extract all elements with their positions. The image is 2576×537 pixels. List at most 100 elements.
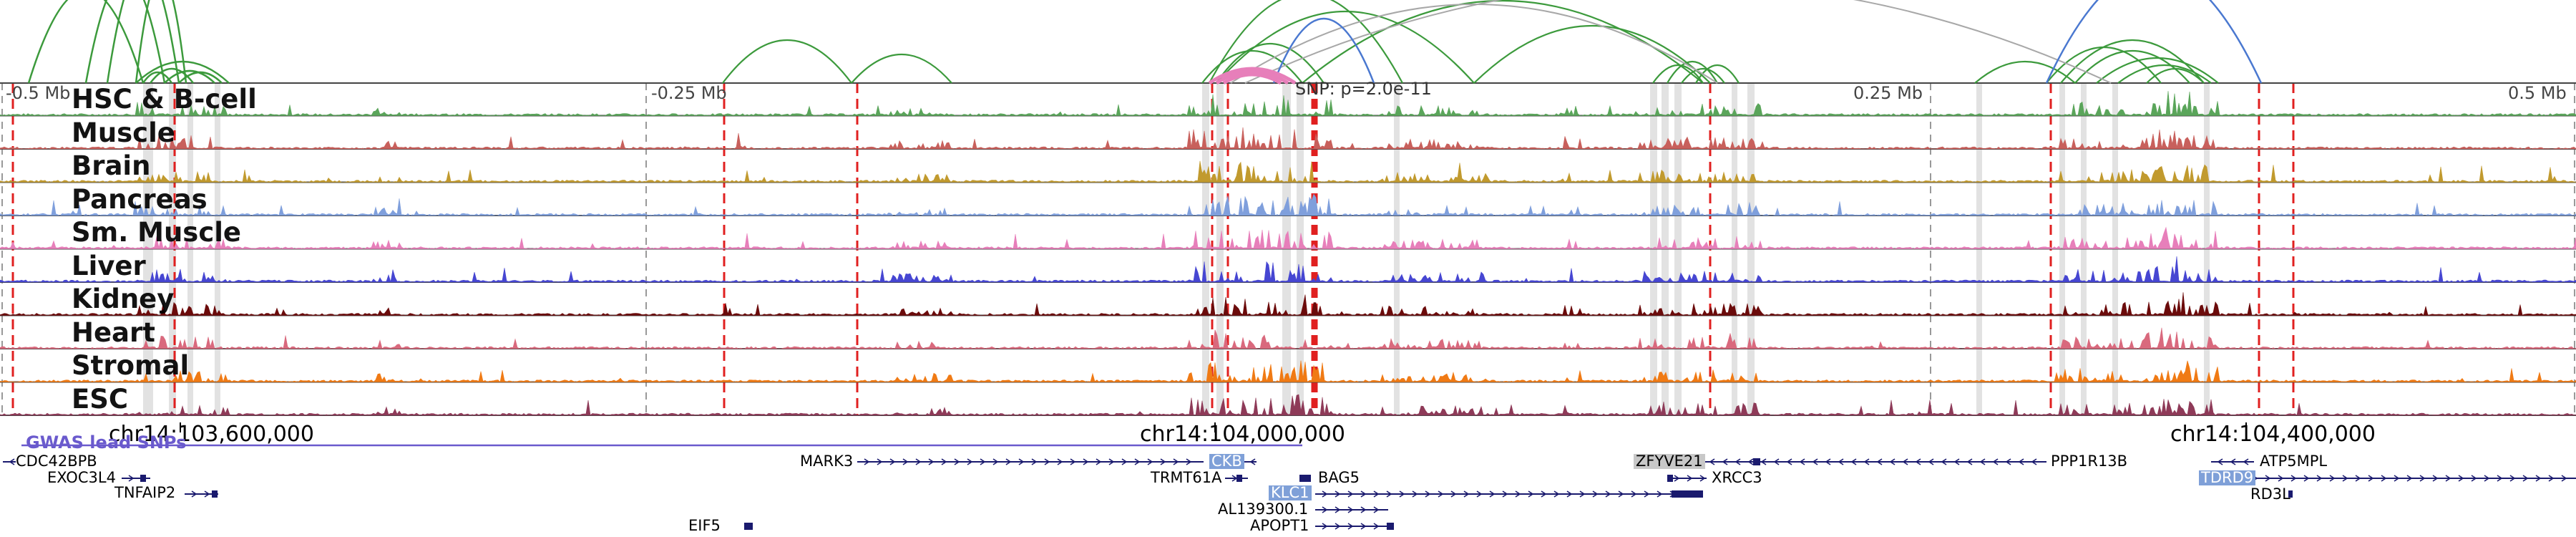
gene-strand-arrow bbox=[2522, 475, 2529, 482]
gene-label-apopt1: APOPT1 bbox=[1250, 517, 1309, 534]
track-signal bbox=[0, 193, 2576, 217]
loop-arc-gray bbox=[1230, 4, 1718, 84]
gene-strand-arrow bbox=[1579, 490, 1586, 498]
gene-strand-arrow bbox=[2458, 475, 2464, 482]
gene-strand-arrow bbox=[128, 475, 135, 482]
gene-exon bbox=[1667, 475, 1673, 482]
loop-arc bbox=[84, 0, 166, 84]
gene-strand-arrow bbox=[1347, 506, 1354, 513]
gene-strand-arrow bbox=[1553, 490, 1560, 498]
loop-arc bbox=[135, 0, 187, 84]
loop-arc bbox=[178, 71, 223, 84]
gene-label-cdc42bpb: CDC42BPB bbox=[16, 453, 97, 470]
gene-strand-arrow bbox=[954, 458, 960, 465]
track-label-esc: ESC bbox=[72, 384, 129, 415]
gwas-lead-snps-label: GWAS lead SNPs bbox=[26, 432, 187, 453]
loop-arc-pink bbox=[1215, 69, 1289, 85]
gene-strand-arrow bbox=[2217, 458, 2223, 465]
gene-strand-arrow bbox=[2342, 475, 2348, 482]
gene-strand-arrow bbox=[2445, 475, 2451, 482]
gene-strand-arrow bbox=[1347, 523, 1354, 530]
gene-strand-arrow bbox=[1528, 490, 1534, 498]
loop-arc-gray bbox=[1244, 0, 2112, 84]
gene-strand-arrow bbox=[1889, 458, 1896, 465]
gene-strand-arrow bbox=[889, 458, 896, 465]
gene-label-ckb: CKB bbox=[1209, 454, 1244, 469]
gene-strand-arrow bbox=[1747, 458, 1754, 465]
gene-strand-arrow bbox=[1760, 458, 1767, 465]
loop-arc bbox=[2117, 64, 2212, 84]
gene-strand-arrow bbox=[1992, 458, 1999, 465]
gene-strand-arrow bbox=[1915, 458, 1921, 465]
gene-strand-arrow bbox=[864, 458, 870, 465]
gene-strand-arrow bbox=[1489, 490, 1496, 498]
gene-strand-arrow bbox=[1902, 458, 1908, 465]
gene-strand-arrow bbox=[1618, 490, 1624, 498]
gene-label-klc1: KLC1 bbox=[1269, 485, 1312, 500]
gene-rd3l-exon bbox=[2288, 490, 2293, 498]
loop-arc bbox=[135, 60, 230, 84]
gene-exon bbox=[1753, 458, 1760, 465]
track-label-sm-muscle: Sm. Muscle bbox=[72, 217, 242, 248]
track-label-muscle: Muscle bbox=[72, 117, 175, 148]
track-label-kidney: Kidney bbox=[72, 284, 175, 314]
gene-strand-arrow bbox=[1722, 458, 1728, 465]
loop-arc bbox=[164, 69, 215, 84]
gene-strand-arrow bbox=[1057, 458, 1063, 465]
track-label-stromal: Stromal bbox=[72, 350, 190, 381]
track-label-brain: Brain bbox=[72, 150, 151, 181]
loop-arc bbox=[1473, 25, 1711, 84]
gene-strand-arrow bbox=[1838, 458, 1844, 465]
gene-strand-arrow bbox=[1450, 490, 1457, 498]
gene-strand-arrow bbox=[1412, 490, 1418, 498]
track-signal bbox=[0, 127, 2576, 150]
gene-strand-arrow bbox=[1644, 490, 1650, 498]
gene-strand-arrow bbox=[1347, 490, 1354, 498]
gene-strand-arrow bbox=[1373, 523, 1380, 530]
gene-strand-arrow bbox=[1541, 490, 1547, 498]
gene-label-eif5: EIF5 bbox=[688, 517, 721, 534]
loop-arc bbox=[851, 53, 952, 84]
gene-strand-arrow bbox=[1031, 458, 1038, 465]
gene-label-tnfaip2: TNFAIP2 bbox=[114, 484, 176, 501]
gene-strand-arrow bbox=[1476, 490, 1483, 498]
gene-exon bbox=[1672, 490, 1703, 498]
gene-label-zfyve21: ZFYVE21 bbox=[1634, 454, 1705, 469]
gene-strand-arrow bbox=[1083, 458, 1089, 465]
scale-left-mid: -0.25 Mb bbox=[651, 83, 727, 103]
gene-strand-arrow bbox=[1108, 458, 1115, 465]
loop-arc bbox=[1667, 61, 1718, 84]
loop-arc bbox=[2146, 68, 2205, 84]
gene-exon bbox=[1236, 475, 1242, 482]
gene-strand-arrow bbox=[2432, 475, 2439, 482]
gene-strand-arrow bbox=[2265, 475, 2271, 482]
gene-strand-arrow bbox=[1799, 458, 1805, 465]
gene-strand-arrow bbox=[204, 490, 210, 498]
track-signal bbox=[0, 160, 2576, 183]
loop-arc-blue bbox=[2045, 0, 2263, 84]
gene-strand-arrow bbox=[2230, 458, 2236, 465]
loop-arc-pink bbox=[1222, 72, 1282, 85]
gene-strand-arrow bbox=[980, 458, 986, 465]
gene-strand-arrow bbox=[2497, 475, 2503, 482]
gene-label-trmt61a: TRMT61A bbox=[1151, 469, 1222, 486]
gene-strand-arrow bbox=[1360, 523, 1367, 530]
gene-strand-arrow bbox=[1249, 458, 1256, 465]
gene-strand-arrow bbox=[2381, 475, 2387, 482]
gene-strand-arrow bbox=[1360, 490, 1367, 498]
gene-strand-arrow bbox=[967, 458, 973, 465]
gene-strand-arrow bbox=[1876, 458, 1883, 465]
gene-strand-arrow bbox=[2548, 475, 2555, 482]
gene-strand-arrow bbox=[1186, 458, 1192, 465]
gene-strand-arrow bbox=[2031, 458, 2037, 465]
gene-strand-arrow bbox=[2303, 475, 2310, 482]
gene-strand-arrow bbox=[902, 458, 909, 465]
gene-strand-arrow bbox=[1566, 490, 1573, 498]
gene-strand-arrow bbox=[915, 458, 922, 465]
loop-arc bbox=[1974, 60, 2076, 84]
gene-strand-arrow bbox=[992, 458, 999, 465]
gene-strand-arrow bbox=[1463, 490, 1470, 498]
gene-strand-arrow bbox=[1173, 458, 1179, 465]
track-signal bbox=[0, 91, 2576, 117]
